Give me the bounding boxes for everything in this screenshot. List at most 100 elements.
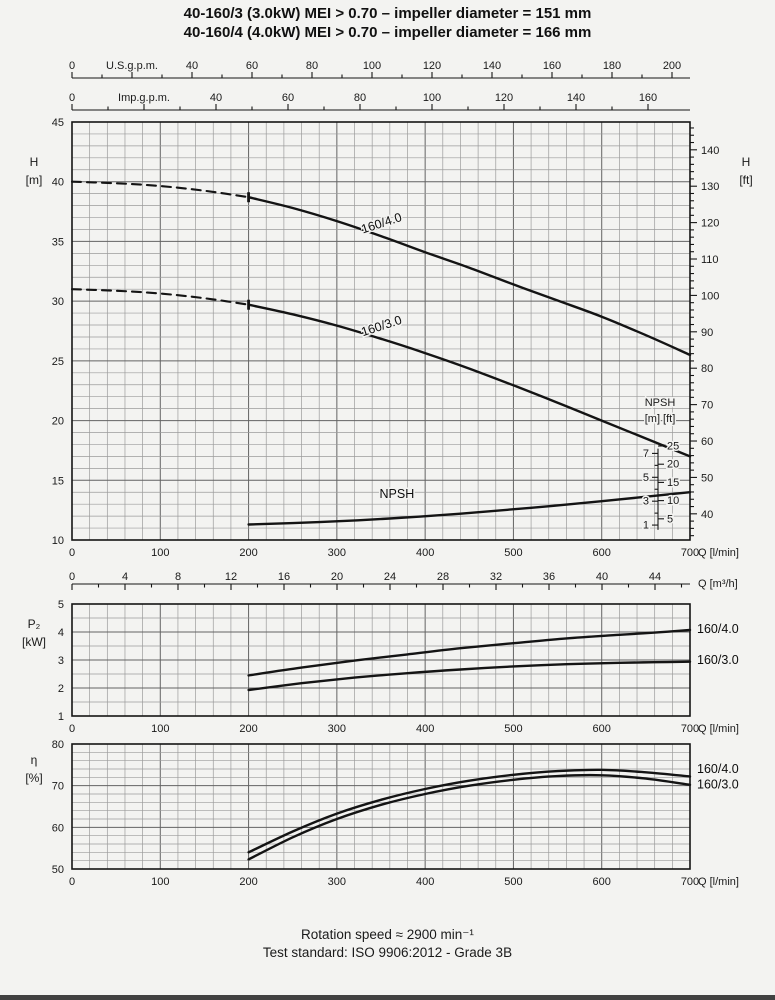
curve-label: 160/4.0 <box>697 762 739 776</box>
y-axis-title: H <box>30 155 39 169</box>
top-axis-tick-label: 180 <box>603 60 621 72</box>
ft-tick-label: 70 <box>701 400 713 412</box>
y-tick-label: 80 <box>52 739 64 751</box>
plot-border <box>71 743 691 870</box>
y-tick-label: 25 <box>52 356 64 368</box>
ft-tick-label: 130 <box>701 181 719 193</box>
m3h-tick-label: 36 <box>543 571 555 583</box>
x-unit-label: Q [l/min] <box>698 723 739 735</box>
m3h-tick-label: 16 <box>278 571 290 583</box>
m3h-tick-label: 20 <box>331 571 343 583</box>
x-tick-label: 100 <box>151 547 169 559</box>
npsh-m-tick-label: 5 <box>643 472 649 484</box>
npsh-m-tick-label: 3 <box>643 496 649 508</box>
chart-title-line-2: 40-160/4 (4.0kW) MEI > 0.70 – impeller d… <box>183 24 592 41</box>
top-axis-imp-gpm: 0 40 60 80 100 120 140 160 Imp.g.p.m. <box>69 92 690 111</box>
top-axis-tick-label: 160 <box>543 60 561 72</box>
x-tick-label: 400 <box>416 547 434 559</box>
curve-label: 160/3.0 <box>697 653 739 667</box>
m3h-tick-label: 44 <box>649 571 661 583</box>
plot-border <box>71 121 691 541</box>
top-axis-tick-label: 140 <box>567 92 585 104</box>
ft-tick-label: 50 <box>701 472 713 484</box>
top-axis-tick-label: 120 <box>495 92 513 104</box>
y-tick-label: 15 <box>52 475 64 487</box>
npsh-m-tick-label: 7 <box>643 448 649 460</box>
ft-tick-label: 100 <box>701 290 719 302</box>
npsh-ft-tick-label: 25 <box>667 441 679 453</box>
title-block: 40-160/3 (3.0kW) MEI > 0.70 – impeller d… <box>0 4 775 42</box>
curve-160/4.0 <box>247 196 692 357</box>
x-tick-label: 200 <box>239 547 257 559</box>
x-tick-label: 700 <box>681 876 699 888</box>
ft-tick-label: 80 <box>701 363 713 375</box>
y-tick-label: 30 <box>52 296 64 308</box>
ft-tick-label: 40 <box>701 509 713 521</box>
npsh-ft-tick-label: 20 <box>667 459 679 471</box>
right-axis-title: H <box>742 155 751 169</box>
npsh-axis: 1 3 5 7 5 10 15 20 25 NPSH [m] [ft] <box>641 396 680 533</box>
m3h-tick-label: 28 <box>437 571 449 583</box>
x-tick-label: 600 <box>593 723 611 735</box>
x-tick-label: 500 <box>504 876 522 888</box>
right-axis-unit: [ft] <box>739 173 752 187</box>
top-axis-tick-label: 100 <box>423 92 441 104</box>
y-axis-title: η <box>31 753 38 767</box>
top-axis-tick-label: 80 <box>354 92 366 104</box>
npsh-ft-tick-label: 5 <box>667 513 673 525</box>
ft-tick-label: 60 <box>701 436 713 448</box>
y-tick-label: 2 <box>58 683 64 695</box>
x-tick-label: 200 <box>239 876 257 888</box>
top-axis-tick-label: 140 <box>483 60 501 72</box>
x-unit-label: Q [l/min] <box>698 876 739 888</box>
y-axis-unit: [%] <box>25 771 42 785</box>
x-tick-label: 500 <box>504 723 522 735</box>
ft-tick-label: 120 <box>701 218 719 230</box>
x-tick-label: 300 <box>328 723 346 735</box>
curve-160/4.0 <box>247 628 692 677</box>
curve-label: 160/3.0 <box>697 777 739 791</box>
curve-label: 160/4.0 <box>360 210 404 236</box>
y-tick-label: 60 <box>52 822 64 834</box>
panel-head: 1015202530354045H[m]40506070809010011012… <box>26 117 753 559</box>
m3h-tick-label: 0 <box>69 571 75 583</box>
top-axis-tick-label: 40 <box>210 92 222 104</box>
ft-tick-label: 110 <box>701 254 719 266</box>
curve-160/3.0-dashed <box>70 288 250 306</box>
x-unit-label: Q [l/min] <box>698 547 739 559</box>
m3h-tick-label: 12 <box>225 571 237 583</box>
curve-label: NPSH <box>380 487 415 501</box>
m3h-unit-label: Q [m³/h] <box>698 578 738 590</box>
m3h-tick-label: 4 <box>122 571 128 583</box>
npsh-header: NPSH <box>645 397 676 409</box>
y-axis-unit: [kW] <box>22 635 46 649</box>
footer-block: Rotation speed ≈ 2900 min⁻¹ Test standar… <box>0 926 775 961</box>
curve-label: 160/3.0 <box>360 313 404 339</box>
ft-tick-label: 90 <box>701 327 713 339</box>
test-standard-note: Test standard: ISO 9906:2012 - Grade 3B <box>262 944 513 960</box>
y-tick-label: 50 <box>52 864 64 876</box>
top-axis-tick-label: 200 <box>663 60 681 72</box>
top-axis-tick-label: 60 <box>282 92 294 104</box>
y-tick-label: 20 <box>52 416 64 428</box>
y-axis-title: P₂ <box>28 617 41 631</box>
top-axis-tick-label: 40 <box>186 60 198 72</box>
m3h-axis: 0 4 8 12 16 20 24 28 32 36 40 44 Q [m³/h] <box>69 571 738 590</box>
x-tick-label: 300 <box>328 547 346 559</box>
x-tick-label: 300 <box>328 876 346 888</box>
y-tick-label: 70 <box>52 781 64 793</box>
top-axis-tick-label: 160 <box>639 92 657 104</box>
curve-160/3.0 <box>247 773 692 861</box>
curve-160/4.0 <box>247 768 692 854</box>
x-tick-label: 700 <box>681 547 699 559</box>
y-axis-unit: [m] <box>26 173 43 187</box>
m3h-tick-label: 32 <box>490 571 502 583</box>
top-axis-title: U.S.g.p.m. <box>106 60 158 72</box>
top-axis-tick-label: 0 <box>69 92 75 104</box>
x-tick-label: 100 <box>151 876 169 888</box>
plot-border <box>71 603 691 717</box>
